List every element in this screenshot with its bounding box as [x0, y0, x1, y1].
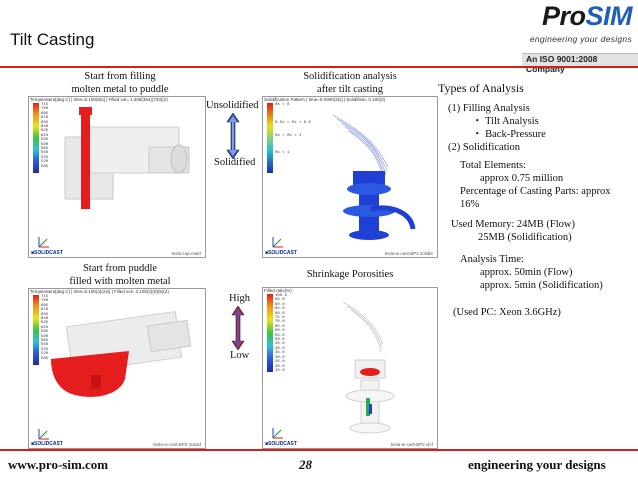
slide-title: Tilt Casting — [10, 30, 95, 49]
legend-values: 715 700 685 670 655 640 625 610 595 580 … — [41, 295, 49, 361]
color-legend-bar — [33, 295, 39, 365]
footer-website: www.pro-sim.com — [8, 457, 109, 472]
software-logo: ■SOLIDCAST — [265, 441, 297, 447]
logo-wordmark: ProSIM — [541, 1, 633, 31]
panel-header-text: Filled ratio(%) — [264, 288, 292, 293]
panel-filename: tesla-w-cast-BP2 vfcf — [390, 442, 433, 447]
percentage-value: 16% — [460, 199, 480, 210]
caption-line: molten metal to puddle — [71, 84, 169, 95]
solidified-label: Solidified — [214, 157, 256, 168]
color-legend-bar — [267, 103, 273, 173]
legend-values: 715 700 685 670 655 640 625 610 595 580 … — [41, 103, 49, 169]
caption-top-right: Solidification analysis after tilt casti… — [280, 70, 420, 96]
iso-text: An ISO 9001:2008 Company — [526, 54, 598, 74]
iso-banner — [522, 53, 638, 68]
time-label: Analysis Time: — [460, 254, 524, 265]
sim-panel-shrinkage: Filled ratio(%) 100.0 95.0 90.0 85.0 80.… — [262, 287, 438, 449]
caption-bottom-right: Shrinkage Porosities — [280, 268, 420, 281]
elements-value: approx 0.75 million — [480, 173, 564, 184]
casting-model-filling — [38, 107, 190, 248]
panel-filename: tesla-w-cast-BP2 solidfe — [384, 251, 433, 256]
memory-line-2: 25MB (Solidification) — [478, 232, 572, 243]
elements-label: Total Elements: — [460, 160, 527, 171]
panel-filename: tesla-w-cast-BP2 mat3d — [153, 442, 201, 447]
analysis-item-solidification: (2) Solidification — [448, 142, 521, 153]
unsolidified-label: Unsolidified — [206, 100, 259, 111]
high-label: High — [229, 293, 250, 304]
caption-line: Start from filling — [84, 71, 156, 82]
caption-line: after tilt casting — [317, 84, 383, 95]
logo-tagline: engineering your designs — [529, 34, 632, 44]
caption-line: Start from puddle — [82, 263, 158, 274]
prosim-logo: ProSIM engineering your designs — [523, 0, 638, 64]
bullet-text: Tilt Analysis — [485, 116, 539, 127]
sim-panel-puddle-filled: Temperature[deg C] | time=0.100(4)(2)s] … — [28, 288, 206, 449]
double-arrow-icon — [231, 306, 245, 350]
caption-line: Shrinkage Porosities — [306, 269, 394, 280]
percentage-line: Percentage of Casting Parts: approx — [460, 186, 611, 197]
analysis-heading: Types of Analysis — [438, 81, 524, 95]
panel-header-text: Temperature[deg C] | time=0.100(8)s] | F… — [30, 97, 168, 102]
casting-model-shrinkage — [272, 301, 395, 439]
color-legend-bar — [33, 103, 39, 173]
software-logo: ■SOLIDCAST — [31, 250, 63, 256]
double-arrow-icon — [226, 113, 240, 159]
panel-header-text: Solidification Pattern | time=0.0000(3)s… — [264, 97, 386, 102]
caption-bottom-left: Start from puddle filled with molten met… — [45, 262, 195, 288]
footer-tagline: engineering your designs — [468, 457, 606, 472]
caption-line: Solidification analysis — [303, 71, 397, 82]
bullet-tilt: ・ Tilt Analysis — [472, 116, 539, 127]
footer-divider — [0, 449, 638, 451]
time-solidification: approx. 5min (Solidification) — [480, 280, 603, 291]
legend-values: 100.0 95.0 90.0 85.0 80.0 75.0 70.0 65.0… — [275, 294, 288, 373]
time-flow: approx. 50min (Flow) — [480, 267, 573, 278]
casting-model-solidification — [272, 114, 416, 248]
bullet-back-pressure: ・ Back-Pressure — [472, 129, 546, 140]
used-pc: (Used PC: Xeon 3.6GHz) — [453, 307, 561, 318]
software-logo: ■SOLIDCAST — [265, 250, 297, 256]
panel-filename: tesla-cup.matrl — [171, 251, 201, 256]
analysis-item-filling: (1) Filling Analysis — [448, 103, 530, 114]
memory-line: Used Memory: 24MB (Flow) — [451, 219, 575, 230]
sim-panel-solidification: Solidification Pattern | time=0.0000(3)s… — [262, 96, 438, 258]
color-legend-bar — [267, 294, 273, 372]
bullet-text: Back-Pressure — [485, 129, 546, 140]
header-divider — [0, 66, 638, 68]
caption-line: filled with molten metal — [69, 276, 171, 287]
low-label: Low — [230, 350, 250, 361]
legend-values: 0s < 0 0.5s < 0s < 0.5 0s < 0s < 1 0s < … — [275, 103, 312, 156]
software-logo: ■SOLIDCAST — [31, 441, 63, 447]
page-number: 28 — [299, 457, 312, 472]
panel-header-text: Temperature[deg C] | time=0.100(4)(2)s] … — [30, 289, 169, 294]
casting-model-puddle — [38, 311, 192, 440]
caption-top-left: Start from filling molten metal to puddl… — [50, 70, 190, 96]
sim-panel-filling-start: Temperature[deg C] | time=0.100(8)s] | F… — [28, 96, 206, 258]
